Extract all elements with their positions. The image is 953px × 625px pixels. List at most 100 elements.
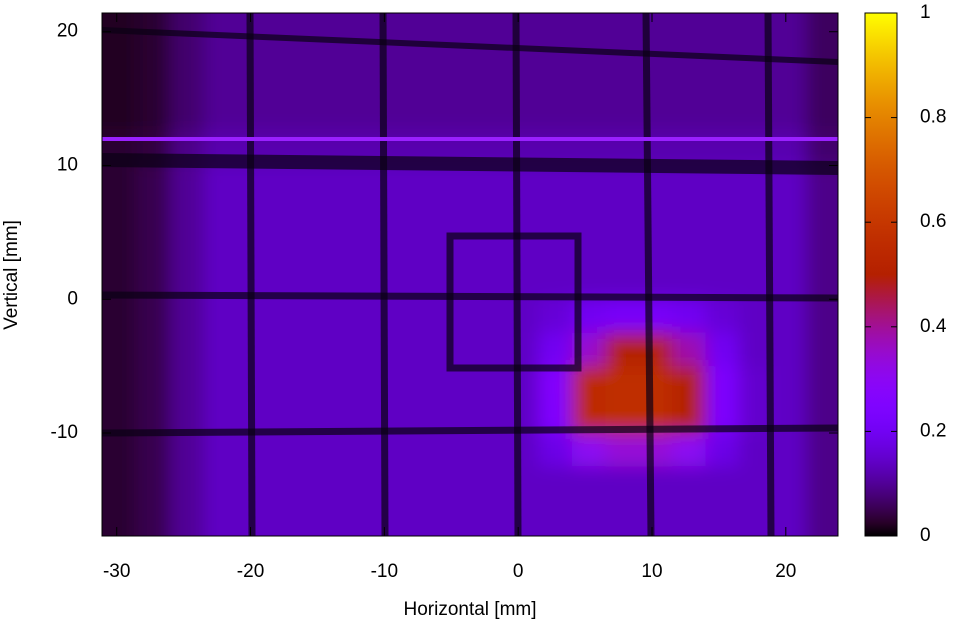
heatmap-cell (705, 98, 740, 133)
heatmap-cell (705, 466, 740, 501)
colorbar-tick-label: 0 (920, 525, 931, 546)
heatmap-cell (370, 165, 405, 200)
heatmap-cell (102, 399, 138, 434)
colorbar (864, 12, 898, 537)
heatmap-cell (203, 466, 238, 501)
heatmap-cell (805, 466, 838, 501)
heatmap-cell (270, 165, 305, 200)
heatmap-cell (337, 65, 372, 100)
heatmap-cell (102, 466, 138, 501)
heatmap-cell (705, 332, 740, 367)
heatmap-cell (538, 198, 573, 233)
heatmap-cell (437, 499, 472, 536)
heatmap-cell (638, 299, 673, 334)
heatmap-cell (437, 165, 472, 200)
heatmap-cell (772, 98, 807, 133)
heatmap-cell (136, 13, 171, 33)
heatmap-cell (772, 232, 807, 267)
heatmap-cell (772, 332, 807, 367)
heatmap-cell (270, 332, 305, 367)
heatmap-cell (805, 232, 838, 267)
heatmap-cell (772, 499, 807, 536)
heatmap-cell (705, 31, 740, 66)
heatmap-cell (672, 499, 707, 536)
heatmap-cell (270, 232, 305, 267)
heatmap-cell (170, 466, 205, 501)
heatmap-cell (270, 366, 305, 401)
heatmap-cell (437, 65, 472, 100)
heatmap-cell (672, 232, 707, 267)
heatmap-cell (404, 433, 439, 467)
heatmap-cell (605, 98, 640, 133)
heatmap-cell (304, 332, 339, 367)
heatmap-cell (304, 232, 339, 267)
heatmap-cell (605, 198, 640, 233)
heatmap-cell (304, 433, 339, 467)
x-tick-label: 10 (641, 561, 662, 582)
heatmap-cell (270, 65, 305, 100)
heatmap-cell (170, 299, 205, 334)
heatmap-cell (672, 98, 707, 133)
x-tick-label: 20 (775, 561, 796, 582)
heatmap-cell (638, 198, 673, 233)
x-axis-label: Horizontal [mm] (403, 599, 536, 620)
heatmap-cell (404, 198, 439, 233)
heatmap-cell (136, 466, 171, 501)
heatmap-cell (102, 98, 138, 133)
heatmap-cell (504, 433, 539, 467)
heatmap-cell (136, 232, 171, 267)
heatmap-cell (437, 299, 472, 334)
heatmap-cell (471, 65, 506, 100)
heatmap-cell (337, 13, 372, 33)
heatmap-cell (102, 65, 138, 100)
heatmap-cell (136, 499, 171, 536)
heatmap-cell (638, 366, 673, 401)
y-tick-label: -10 (51, 422, 78, 443)
heatmap-cell (404, 165, 439, 200)
heatmap-cell (170, 65, 205, 100)
heatmap-cell (437, 433, 472, 467)
heatmap-cell (270, 198, 305, 233)
heatmap-cell (571, 433, 606, 467)
mesh-shadow (102, 13, 838, 536)
heatmap-cell (504, 65, 539, 100)
heatmap-cell (805, 366, 838, 401)
heatmap-cell (471, 198, 506, 233)
heatmap-cell (304, 299, 339, 334)
heatmap-cell (437, 332, 472, 367)
heatmap-cell (337, 499, 372, 536)
heatmap-cell (337, 366, 372, 401)
heatmap-cell (471, 98, 506, 133)
heatmap-cell (102, 433, 138, 467)
heatmap-cell (102, 499, 138, 536)
heatmap-cell (538, 499, 573, 536)
heatmap-cell (136, 366, 171, 401)
heatmap-cell (304, 198, 339, 233)
heatmap-cell (538, 466, 573, 501)
heatmap-cell (370, 198, 405, 233)
heatmap-cell (102, 165, 138, 200)
heatmap-cell (337, 332, 372, 367)
heatmap-cell (504, 332, 539, 367)
heatmap-cell (203, 433, 238, 467)
heatmap-cell (370, 332, 405, 367)
heatmap-cell (805, 13, 838, 33)
heatmap-cell (605, 299, 640, 334)
heatmap-cells (102, 13, 838, 536)
heatmap-cell (270, 433, 305, 467)
heatmap-cell (805, 299, 838, 334)
heatmap-cell (404, 31, 439, 66)
heatmap-cell (170, 98, 205, 133)
heatmap-cell (638, 232, 673, 267)
heatmap-cell (605, 232, 640, 267)
heatmap-cell (672, 31, 707, 66)
heatmap-cell (772, 13, 807, 33)
heatmap-cell (304, 466, 339, 501)
heatmap-cell (605, 433, 640, 467)
heatmap-cell (571, 98, 606, 133)
heatmap-cell (337, 433, 372, 467)
heatmap-cell (337, 198, 372, 233)
heatmap-cell (538, 366, 573, 401)
heatmap-cell (471, 366, 506, 401)
